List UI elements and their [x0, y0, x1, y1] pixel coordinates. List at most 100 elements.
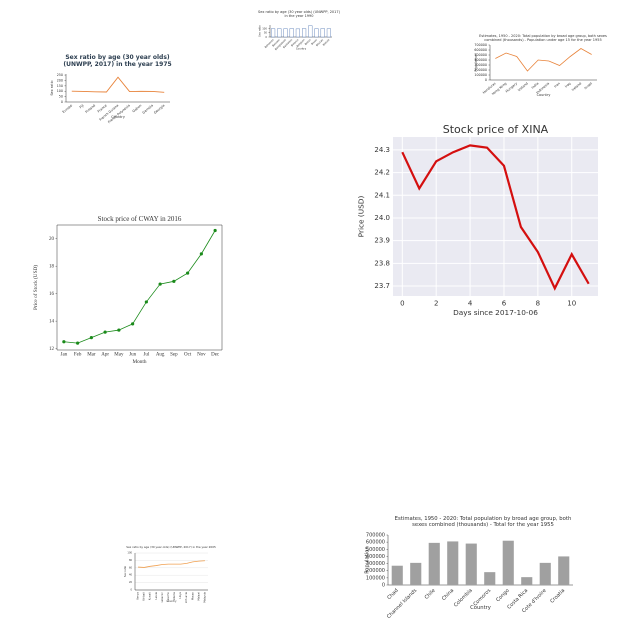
x-tick-label: Bolivia [322, 38, 331, 47]
bar [539, 562, 551, 585]
marker [76, 341, 80, 345]
x-tick-label: Macao [191, 592, 194, 600]
x-tick-label: Israel [583, 81, 593, 90]
y-tick-label: 600000 [474, 48, 487, 52]
marker [158, 282, 162, 286]
chart-title: Stock price of XINA [442, 123, 549, 136]
bar [410, 562, 422, 585]
y-axis-label: Price of Stock (USD) [32, 265, 39, 310]
x-tick-label: Belize [304, 38, 312, 46]
x-tick-label: Lesotho [167, 592, 170, 602]
x-tick-label: Liberia [173, 592, 176, 601]
y-tick-label: 0 [61, 100, 63, 104]
x-tick-label: Lithuania [185, 592, 188, 604]
x-tick-label: Kenya [137, 592, 140, 600]
bar [277, 28, 282, 38]
y-tick-label: 300000 [474, 63, 487, 67]
bar [314, 28, 319, 38]
x-axis-label: Country [167, 599, 178, 603]
chart-title: Sex ratio by age (30 year olds) (UNWPP, … [63, 54, 172, 68]
y-tick-label: 200000 [474, 68, 487, 72]
y-tick-label: 100000 [366, 575, 385, 581]
x-tick-label: 2 [434, 300, 438, 308]
x-tick-label: Mar [87, 353, 96, 358]
x-tick-label: Chile [424, 588, 437, 601]
x-tick-label: Apr [101, 353, 109, 358]
x-tick-label: Bhutan [315, 38, 324, 47]
x-tick-label: China [441, 588, 455, 602]
x-tick-label: Finland [85, 103, 97, 114]
x-tick-label: Nov [197, 353, 206, 358]
y-tick-label: 0 [382, 583, 385, 589]
y-tick-label: 500000 [474, 53, 487, 57]
y-tick-label: 300000 [366, 561, 385, 567]
bar [502, 540, 514, 585]
chart-title: Estimates, 1950 - 2020: Total population… [394, 516, 572, 529]
y-axis-label: Price (USD) [357, 196, 366, 238]
chart-title: Estimates, 1950 - 2020: Total population… [479, 34, 607, 43]
x-tick-label: Kuwait [149, 592, 152, 600]
y-tick-label: 200 [57, 78, 63, 82]
line [71, 76, 165, 93]
bar [295, 28, 300, 38]
marker [117, 328, 121, 332]
x-tick-label: Gabon [132, 103, 143, 113]
y-tick-label: 12 [49, 347, 55, 352]
x-tick-label: Gambia [142, 103, 154, 114]
y-tick-label: 24.1 [374, 191, 390, 199]
bar [484, 572, 496, 585]
x-axis-label: Days since 2017-10-06 [453, 308, 538, 317]
y-tick-label: 20 [129, 581, 133, 584]
y-tick-label: 200000 [366, 568, 385, 574]
bar [558, 556, 570, 585]
x-tick-label: Bahrain [271, 38, 281, 48]
y-tick-label: 60 [129, 566, 133, 569]
x-tick-label: 0 [400, 300, 404, 308]
x-tick-label: Sep [170, 353, 178, 358]
x-tick-label: Oct [184, 353, 192, 358]
marker [186, 271, 190, 275]
x-tick-label: Latvia [155, 592, 158, 600]
x-tick-label: Jan [61, 353, 68, 358]
marker [89, 336, 93, 340]
bar [283, 28, 288, 38]
y-tick-label: 16 [49, 292, 55, 297]
marker [199, 252, 203, 256]
x-tick-label: Ireland [571, 81, 582, 91]
bar [271, 28, 276, 38]
x-tick-label: 10 [567, 300, 576, 308]
x-axis-label: Country [470, 605, 491, 611]
x-tick-label: Congo [495, 588, 511, 604]
y-tick-label: 20 [49, 237, 55, 242]
y-tick-label: 14 [49, 319, 55, 324]
y-tick-label: 0 [130, 589, 132, 592]
x-tick-label: Chad [386, 588, 399, 601]
x-tick-label: India [531, 81, 540, 89]
line [138, 560, 205, 568]
x-tick-label: Kiribati [143, 592, 146, 601]
y-tick-label: 24.3 [374, 146, 390, 154]
bar [465, 543, 477, 585]
bar [289, 28, 294, 38]
marker [144, 300, 148, 304]
bar [320, 28, 325, 38]
x-tick-label: Benin [310, 38, 318, 46]
y-tick-label: 80 [129, 559, 133, 562]
line [401, 144, 590, 291]
x-tick-label: Belgium [295, 37, 305, 47]
bar [302, 28, 307, 38]
x-tick-label: Jun [129, 353, 136, 358]
x-tick-label: Libya [179, 592, 182, 599]
x-tick-label: Iceland [517, 81, 529, 92]
bar [326, 28, 331, 38]
chart-title: Sex ratio by age (30 year olds) (UNWPP, … [126, 545, 216, 549]
x-tick-label: Georgia [153, 103, 165, 114]
y-axis-label: Sex ratio [123, 565, 127, 577]
marker [103, 330, 107, 334]
y-tick-label: 24.0 [374, 214, 390, 222]
chart-title: Stock price of CWAY in 2016 [97, 215, 182, 223]
y-tick-label: 23.9 [374, 237, 390, 245]
y-tick-label: 100 [57, 89, 63, 93]
